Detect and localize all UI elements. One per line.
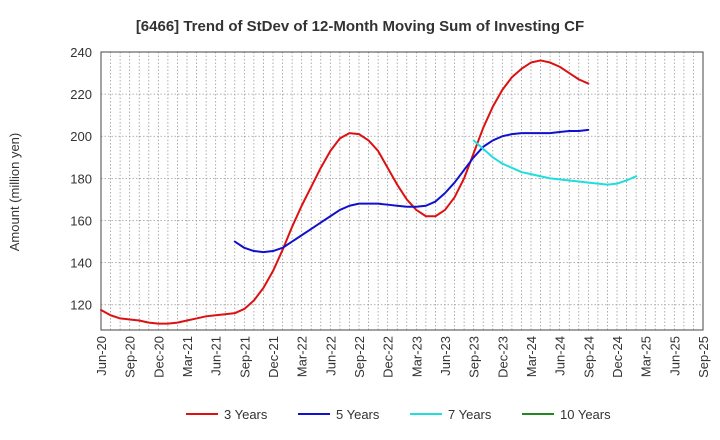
x-tick-label: Mar-24 xyxy=(524,336,539,377)
y-axis-label: Amount (million yen) xyxy=(7,133,22,252)
series-line-5-years xyxy=(233,128,590,254)
x-tick-label: Mar-23 xyxy=(409,336,424,377)
series-line-3-years xyxy=(100,59,590,325)
x-tick-label: Mar-25 xyxy=(639,336,654,377)
y-tick-label: 220 xyxy=(70,87,92,102)
legend-label: 5 Years xyxy=(336,407,380,422)
legend-label: 10 Years xyxy=(560,407,611,422)
x-tick-label: Sep-21 xyxy=(237,336,252,378)
y-tick-label: 240 xyxy=(70,45,92,60)
series-line-7-years xyxy=(472,139,638,186)
x-tick-label: Mar-22 xyxy=(295,336,310,377)
x-tick-label: Jun-25 xyxy=(667,336,682,376)
legend-label: 3 Years xyxy=(224,407,268,422)
x-tick-label: Dec-21 xyxy=(266,336,281,378)
plot-area: 120 140 160 180 200 220 240 Jun-20 Sep-20 Dec-20 M… xyxy=(70,45,711,378)
x-tick-label: Mar-21 xyxy=(180,336,195,377)
legend-label: 7 Years xyxy=(448,407,492,422)
x-tick-label: Dec-20 xyxy=(151,336,166,378)
x-tick-label: Dec-24 xyxy=(610,336,625,378)
y-tick-label: 200 xyxy=(70,129,92,144)
x-tick-label: Jun-21 xyxy=(209,336,224,376)
y-tick-label: 140 xyxy=(70,256,92,271)
x-tick-label: Sep-25 xyxy=(696,336,711,378)
x-tick-label: Jun-20 xyxy=(94,336,109,376)
x-tick-label: Dec-23 xyxy=(495,336,510,378)
y-tick-label: 180 xyxy=(70,171,92,186)
chart-title: [6466] Trend of StDev of 12-Month Moving… xyxy=(136,18,584,35)
x-tick-label: Jun-24 xyxy=(553,336,568,376)
x-tick-label: Sep-23 xyxy=(467,336,482,378)
x-tick-label: Sep-24 xyxy=(581,336,596,378)
x-tick-label: Sep-20 xyxy=(123,336,138,378)
y-tick-label: 160 xyxy=(70,213,92,228)
legend: 3 Years 5 Years 7 Years 10 Years xyxy=(186,407,611,422)
x-tick-label: Jun-22 xyxy=(323,336,338,376)
x-tick-label: Jun-23 xyxy=(438,336,453,376)
y-tick-label: 120 xyxy=(70,298,92,313)
x-tick-label: Dec-22 xyxy=(381,336,396,378)
x-tick-label: Sep-22 xyxy=(352,336,367,378)
plot-border xyxy=(100,51,704,331)
